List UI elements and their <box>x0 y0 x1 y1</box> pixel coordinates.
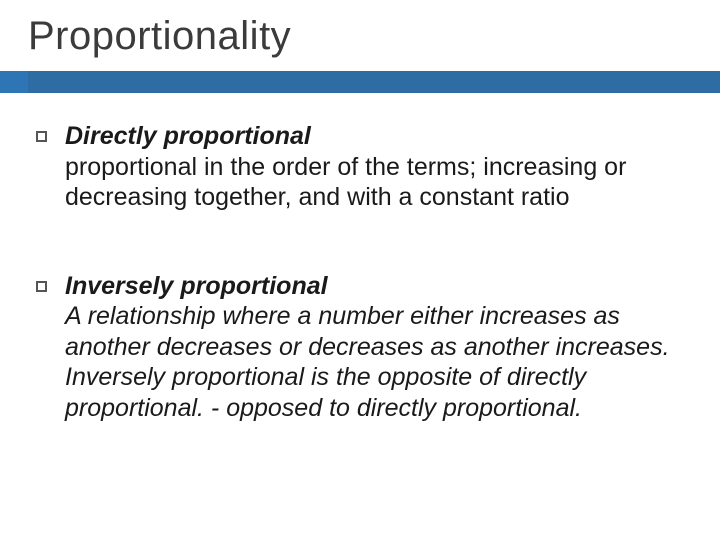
term-definition: proportional in the order of the terms; … <box>65 153 626 212</box>
list-item: Directly proportional proportional in th… <box>36 121 680 213</box>
bullet-icon <box>36 131 47 142</box>
accent-bar-short <box>0 71 28 93</box>
slide-title: Proportionality <box>0 0 720 71</box>
bullet-icon <box>36 281 47 292</box>
item-text: Directly proportional proportional in th… <box>65 121 680 213</box>
list-item: Inversely proportional A relationship wh… <box>36 271 680 424</box>
term-heading: Directly proportional <box>65 122 311 150</box>
accent-bar-long <box>28 71 720 93</box>
term-heading: Inversely proportional <box>65 272 328 300</box>
item-text: Inversely proportional A relationship wh… <box>65 271 680 424</box>
term-definition: A relationship where a number either inc… <box>65 302 670 422</box>
slide: Proportionality Directly proportional pr… <box>0 0 720 540</box>
accent-bar <box>0 71 720 93</box>
content-area: Directly proportional proportional in th… <box>0 93 720 423</box>
